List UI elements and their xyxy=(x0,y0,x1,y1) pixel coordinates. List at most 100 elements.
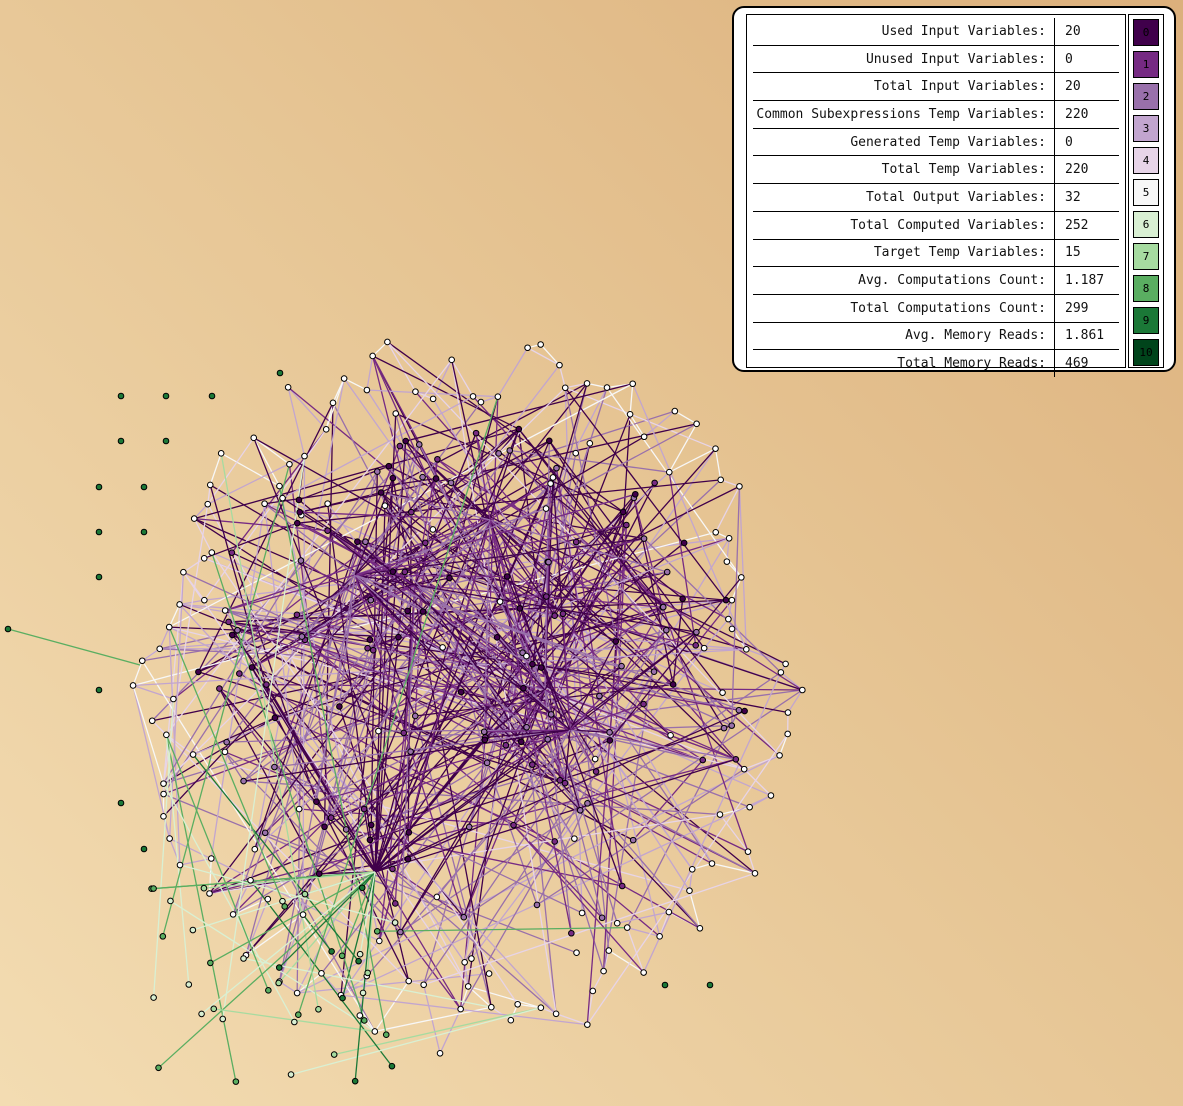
graph-edge xyxy=(182,571,469,987)
graph-edge xyxy=(544,497,635,691)
graph-node xyxy=(469,393,477,400)
graph-edge xyxy=(278,485,380,942)
graph-node xyxy=(162,437,170,445)
graph-node xyxy=(717,476,725,484)
graph-edge xyxy=(290,1007,542,1076)
graph-edge xyxy=(253,437,290,465)
graph-node xyxy=(384,338,391,346)
graph-node xyxy=(176,861,184,869)
graph-node xyxy=(342,826,350,833)
graph-node xyxy=(669,681,677,688)
graph-node xyxy=(436,1050,444,1057)
graph-node xyxy=(542,505,550,512)
graph-edge xyxy=(237,629,571,731)
graph-edge xyxy=(208,577,450,894)
stat-value: 469 xyxy=(1065,356,1089,372)
graph-node xyxy=(728,722,736,729)
graph-node xyxy=(405,977,413,985)
graph-node xyxy=(359,989,367,997)
graph-node xyxy=(176,601,183,608)
graph-node xyxy=(777,669,785,676)
graph-node xyxy=(412,388,419,396)
graph-node xyxy=(496,598,504,605)
graph-edge xyxy=(414,584,555,617)
graph-node xyxy=(221,748,229,756)
graph-node xyxy=(377,489,385,496)
graph-node xyxy=(523,652,530,660)
graph-edge xyxy=(411,440,550,513)
graph-edge xyxy=(327,530,546,691)
graph-edge xyxy=(475,433,491,521)
graph-edge xyxy=(354,493,636,576)
graph-node xyxy=(465,823,473,831)
graph-edge xyxy=(354,478,437,576)
graph-node xyxy=(295,805,303,813)
graph-edge xyxy=(483,519,491,732)
graph-node xyxy=(632,490,639,498)
graph-edge xyxy=(586,382,608,389)
graph-edge xyxy=(224,610,466,963)
graph-node xyxy=(477,398,485,406)
graph-edge xyxy=(643,538,782,673)
graph-node xyxy=(650,668,658,676)
stat-label: Total Memory Reads: xyxy=(753,350,1055,377)
graph-edge xyxy=(399,741,522,933)
graph-edge xyxy=(302,456,306,915)
graph-edge xyxy=(633,497,664,608)
stats-row: Generated Temp Variables: 0 xyxy=(753,128,1119,157)
graph-node xyxy=(160,790,167,798)
graph-edge xyxy=(243,729,571,782)
graph-edge xyxy=(374,497,635,873)
stat-value: 0 xyxy=(1065,51,1073,67)
graph-edge xyxy=(410,428,520,513)
graph-node xyxy=(517,738,525,746)
graph-edge xyxy=(366,355,374,391)
graph-edge xyxy=(228,621,376,873)
graph-node xyxy=(324,527,331,534)
graph-edge xyxy=(627,926,660,937)
graph-node xyxy=(225,618,232,626)
graph-edge xyxy=(414,584,575,839)
graph-node xyxy=(603,384,611,391)
graph-edge xyxy=(168,604,181,628)
graph-node xyxy=(782,660,789,668)
graph-edge xyxy=(405,440,745,770)
graph-edge xyxy=(527,347,560,366)
graph-edge xyxy=(399,584,416,933)
graph-edge xyxy=(183,557,205,573)
graph-edge xyxy=(264,483,552,834)
graph-node xyxy=(373,927,381,935)
graph-edge xyxy=(489,519,556,617)
graph-node xyxy=(559,610,567,618)
graph-edge xyxy=(251,584,416,668)
graph-edge xyxy=(414,450,511,586)
graph-node xyxy=(613,919,621,927)
graph-node xyxy=(200,884,208,892)
graph-node xyxy=(665,468,673,476)
graph-node xyxy=(240,777,247,785)
graph-edge xyxy=(222,456,306,1020)
graph-edge xyxy=(296,972,322,994)
graph-edge xyxy=(731,486,741,726)
graph-node xyxy=(404,855,412,863)
stat-value: 20 xyxy=(1065,23,1081,39)
graph-node xyxy=(338,952,346,960)
stats-row: Common Subexpressions Temp Variables: 220 xyxy=(753,101,1119,129)
graph-edge xyxy=(243,957,492,1008)
graph-node xyxy=(561,779,569,787)
graph-edge xyxy=(152,698,175,998)
graph-edge xyxy=(743,768,772,796)
stats-row: Total Input Variables: 20 xyxy=(753,73,1119,102)
graph-edge xyxy=(569,703,644,731)
graph-node xyxy=(706,981,714,989)
graph-edge xyxy=(343,377,368,391)
graph-node xyxy=(738,574,745,581)
graph-node xyxy=(576,807,584,814)
graph-node xyxy=(708,860,716,867)
graph-edge xyxy=(489,519,534,665)
graph-node xyxy=(363,386,371,394)
graph-node xyxy=(667,731,674,739)
graph-edge xyxy=(374,758,737,873)
graph-node xyxy=(189,751,197,758)
graph-edge xyxy=(586,524,628,1025)
